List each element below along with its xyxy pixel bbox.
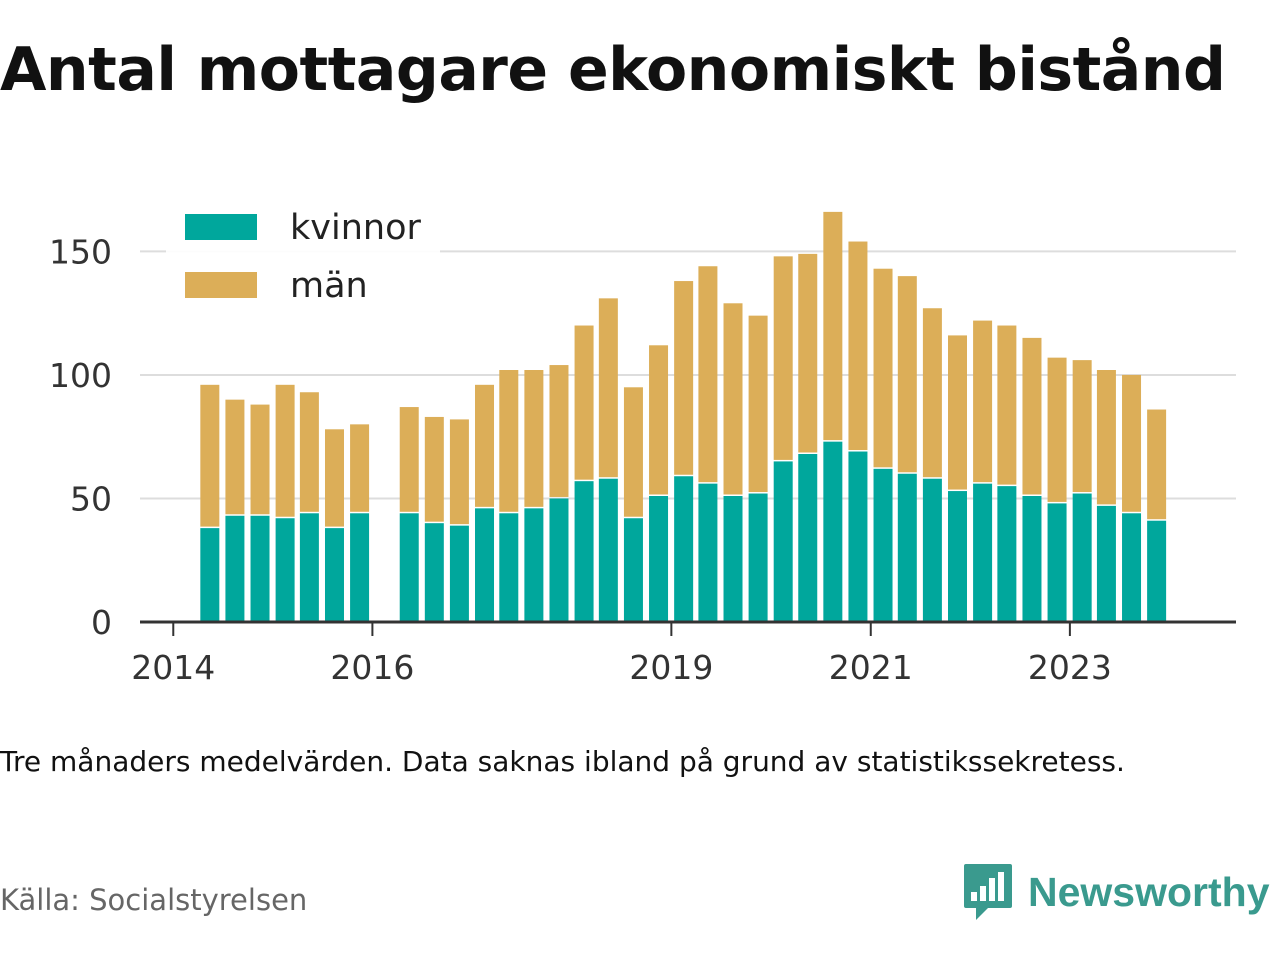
- bar-man-2018-02-15: [574, 325, 594, 480]
- bar-kvinnor-2022-11-15: [1047, 503, 1067, 622]
- x-tick-label: 2023: [1028, 648, 1112, 687]
- bar-man-2019-08-15: [723, 303, 743, 495]
- bar-kvinnor-2017-08-15: [524, 508, 544, 622]
- bar-kvinnor-2015-11-15: [350, 513, 370, 622]
- bar-man-2022-05-15: [997, 325, 1017, 485]
- bar-man-2017-05-15: [499, 370, 519, 512]
- bar-man-2015-08-15: [324, 429, 344, 527]
- bar-kvinnor-2015-05-15: [299, 513, 319, 622]
- bar-kvinnor-2021-11-15: [948, 491, 967, 622]
- bar-kvinnor-2015-02-15: [275, 518, 295, 622]
- source-label: Källa: Socialstyrelsen: [0, 883, 308, 917]
- bar-man-2015-11-15: [350, 424, 370, 512]
- bar-man-2016-11-15: [449, 419, 469, 525]
- bar-man-2018-05-15: [598, 298, 618, 478]
- bar-kvinnor-2018-05-15: [598, 478, 618, 622]
- bar-kvinnor-2021-05-15: [897, 473, 917, 622]
- bar-kvinnor-2020-02-15: [773, 461, 793, 622]
- bar-man-2020-11-15: [848, 241, 868, 451]
- bar-kvinnor-2023-08-15: [1122, 513, 1142, 622]
- y-tick-label: 50: [70, 479, 112, 518]
- bar-man-2017-11-15: [549, 365, 569, 497]
- legend-swatch-kvinnor: [185, 214, 257, 240]
- bar-kvinnor-2018-02-15: [574, 481, 594, 622]
- legend-swatch-man: [185, 272, 257, 298]
- x-tick-label: 2014: [131, 648, 215, 687]
- bar-kvinnor-2017-11-15: [549, 498, 569, 622]
- bar-kvinnor-2022-05-15: [997, 486, 1017, 622]
- x-tick-label: 2016: [330, 648, 414, 687]
- bar-kvinnor-2021-02-15: [873, 468, 893, 622]
- bar-man-2017-02-15: [475, 384, 495, 507]
- bar-kvinnor-2019-08-15: [723, 496, 743, 622]
- bar-kvinnor-2015-08-15: [324, 528, 344, 622]
- bar-man-2022-02-15: [973, 320, 993, 483]
- bar-man-2023-08-15: [1122, 374, 1142, 512]
- bar-man-2022-11-15: [1047, 357, 1067, 502]
- bar-man-2015-05-15: [299, 392, 319, 512]
- bar-kvinnor-2023-11-15: [1147, 520, 1167, 622]
- legend-label-man: män: [290, 266, 368, 306]
- bar-kvinnor-2016-11-15: [449, 525, 469, 622]
- bar-man-2023-02-15: [1072, 360, 1092, 493]
- bar-man-2014-11-15: [250, 404, 270, 515]
- bar-man-2014-08-15: [225, 399, 245, 515]
- bar-kvinnor-2017-05-15: [499, 513, 519, 622]
- bar-kvinnor-2014-08-15: [225, 515, 245, 622]
- y-tick-label: 150: [49, 232, 112, 271]
- bar-kvinnor-2016-08-15: [424, 523, 444, 622]
- bar-kvinnor-2014-05-15: [200, 528, 220, 622]
- bar-man-2020-02-15: [773, 256, 793, 460]
- y-tick-label: 100: [49, 356, 112, 395]
- x-tick-label: 2019: [629, 648, 713, 687]
- bar-kvinnor-2020-11-15: [848, 451, 868, 622]
- bar-man-2016-08-15: [424, 416, 444, 522]
- bar-kvinnor-2022-08-15: [1022, 496, 1042, 622]
- bar-man-2021-11-15: [948, 335, 967, 490]
- bars: [200, 211, 1167, 622]
- x-tick-label: 2021: [829, 648, 913, 687]
- bar-kvinnor-2022-02-15: [973, 483, 993, 622]
- y-tick-label: 0: [91, 603, 112, 642]
- bar-man-2023-05-15: [1096, 370, 1116, 505]
- bar-man-2018-11-15: [649, 345, 669, 495]
- bar-kvinnor-2019-02-15: [674, 476, 694, 622]
- bar-man-2015-02-15: [275, 384, 295, 517]
- bar-kvinnor-2023-05-15: [1096, 505, 1116, 622]
- bar-kvinnor-2021-08-15: [922, 478, 942, 622]
- bar-kvinnor-2018-11-15: [649, 496, 669, 622]
- chart-title: Antal mottagare ekonomiskt bistånd: [0, 35, 1226, 105]
- bar-kvinnor-2017-02-15: [475, 508, 495, 622]
- brand-name: Newsworthy: [1028, 868, 1270, 915]
- bar-man-2021-02-15: [873, 268, 893, 468]
- bar-man-2021-08-15: [922, 308, 942, 478]
- brand-logo: Newsworthy: [962, 862, 1270, 922]
- bar-man-2020-08-15: [823, 211, 843, 441]
- bar-kvinnor-2020-05-15: [798, 454, 818, 622]
- legend-label-kvinnor: kvinnor: [290, 208, 421, 248]
- bar-man-2022-08-15: [1022, 337, 1042, 495]
- bar-man-2019-02-15: [674, 281, 694, 475]
- bar-kvinnor-2019-05-15: [698, 483, 718, 622]
- bar-kvinnor-2014-11-15: [250, 515, 270, 622]
- bar-man-2014-05-15: [200, 384, 220, 527]
- stacked-bar-chart: 0 50 100 150 2014 2016 2019 2021 2023 kvinnor män: [49, 202, 1236, 687]
- bar-man-2020-05-15: [798, 253, 818, 453]
- bar-kvinnor-2020-08-15: [823, 441, 843, 622]
- bar-man-2016-05-15: [399, 407, 419, 512]
- axes: 0 50 100 150 2014 2016 2019 2021 2023: [49, 232, 1236, 687]
- bar-man-2017-08-15: [524, 370, 544, 507]
- legend: kvinnor män: [166, 202, 440, 324]
- chart-note: Tre månaders medelvärden. Data saknas ib…: [0, 745, 1125, 778]
- bar-man-2019-11-15: [748, 315, 768, 493]
- bar-kvinnor-2016-05-15: [399, 513, 419, 622]
- bar-man-2018-08-15: [623, 387, 643, 517]
- bar-man-2021-05-15: [897, 276, 917, 473]
- newsworthy-logo-icon: [964, 864, 1012, 920]
- bar-kvinnor-2019-11-15: [748, 493, 768, 622]
- bar-kvinnor-2023-02-15: [1072, 493, 1092, 622]
- bar-man-2019-05-15: [698, 266, 718, 483]
- bar-kvinnor-2018-08-15: [623, 518, 643, 622]
- bar-man-2023-11-15: [1147, 409, 1167, 520]
